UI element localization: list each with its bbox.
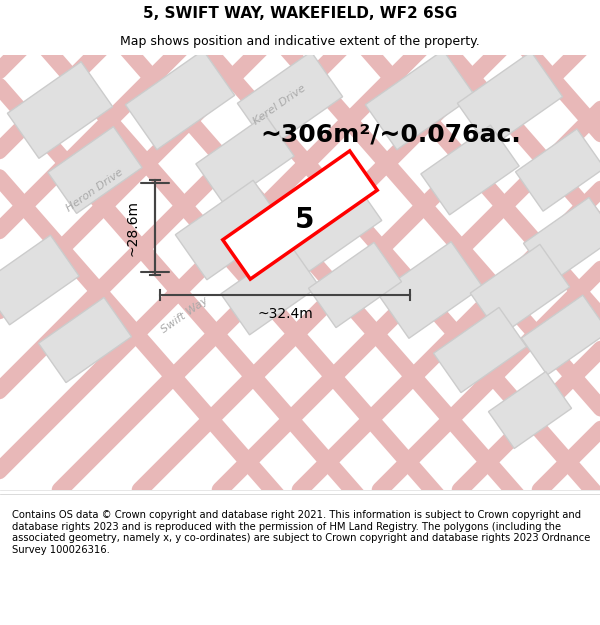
Polygon shape (221, 245, 319, 335)
Polygon shape (521, 295, 600, 375)
Polygon shape (515, 129, 600, 211)
Polygon shape (196, 115, 294, 205)
Polygon shape (457, 52, 563, 148)
Polygon shape (433, 308, 527, 392)
Polygon shape (365, 50, 475, 150)
Polygon shape (377, 242, 482, 338)
Polygon shape (238, 52, 343, 148)
Text: Heron Drive: Heron Drive (65, 167, 125, 213)
Polygon shape (470, 244, 570, 336)
Polygon shape (488, 371, 572, 449)
Polygon shape (175, 180, 284, 280)
Text: Swift Way: Swift Way (160, 295, 211, 335)
Text: ~306m²/~0.076ac.: ~306m²/~0.076ac. (260, 123, 521, 147)
Text: ~32.4m: ~32.4m (257, 307, 313, 321)
Polygon shape (0, 235, 79, 325)
Text: 5, SWIFT WAY, WAKEFIELD, WF2 6SG: 5, SWIFT WAY, WAKEFIELD, WF2 6SG (143, 6, 457, 21)
Text: Contains OS data © Crown copyright and database right 2021. This information is : Contains OS data © Crown copyright and d… (12, 510, 590, 555)
Polygon shape (308, 242, 401, 328)
Polygon shape (278, 178, 382, 272)
Polygon shape (421, 125, 519, 215)
Polygon shape (7, 62, 113, 158)
Text: ~28.6m: ~28.6m (126, 199, 140, 256)
Polygon shape (48, 127, 142, 213)
Polygon shape (523, 198, 600, 282)
Text: 5: 5 (295, 206, 315, 234)
Polygon shape (125, 50, 235, 150)
Polygon shape (223, 151, 377, 279)
Polygon shape (38, 298, 131, 382)
Text: Map shows position and indicative extent of the property.: Map shows position and indicative extent… (120, 35, 480, 48)
Text: Kerel Drive: Kerel Drive (252, 83, 308, 127)
